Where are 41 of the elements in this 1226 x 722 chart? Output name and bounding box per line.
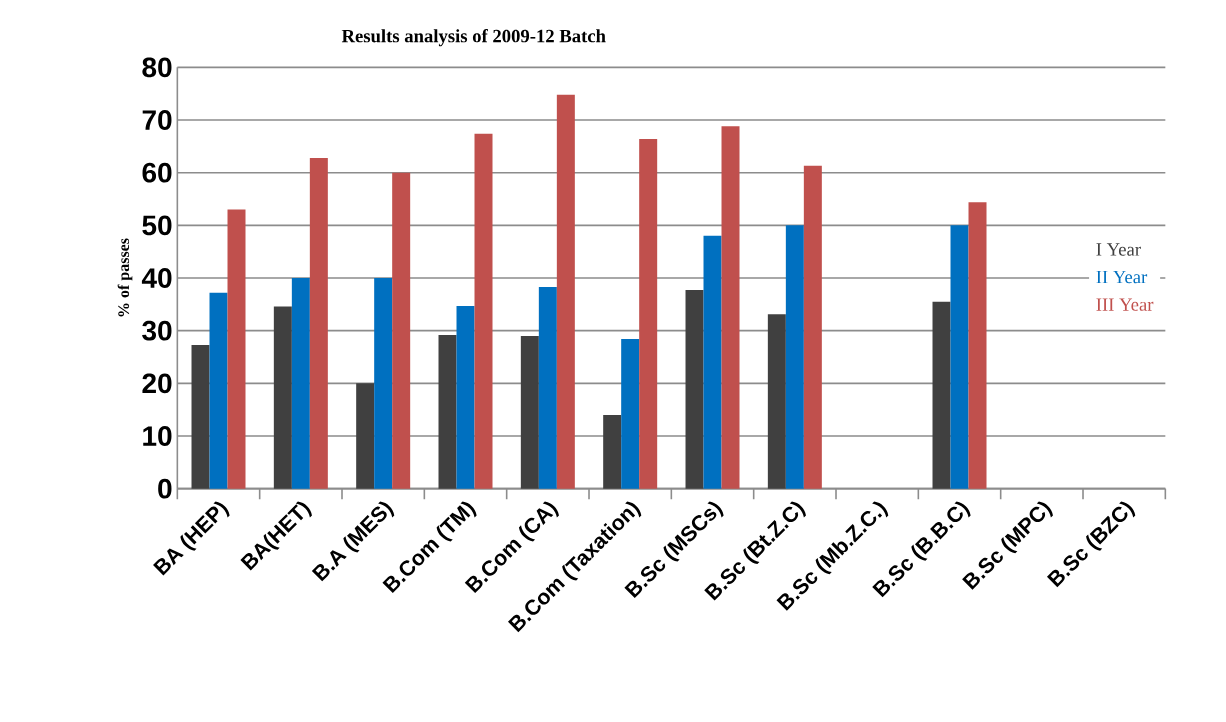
bar: [685, 290, 704, 489]
bar: [191, 344, 210, 489]
bar: [785, 225, 804, 489]
bar: [767, 314, 786, 489]
y-tick-label: 30: [142, 320, 172, 341]
bar: [639, 138, 658, 489]
bar: [703, 235, 722, 489]
y-axis-title: % of passes: [117, 238, 133, 317]
bar: [392, 172, 411, 489]
bar: [520, 335, 539, 489]
bar: [932, 301, 951, 489]
bar: [456, 305, 475, 489]
bar: [721, 126, 740, 489]
bar: [803, 165, 822, 489]
bar: [556, 94, 575, 489]
bar: [374, 278, 393, 489]
y-tick-label: 20: [142, 373, 172, 394]
bar: [209, 292, 228, 489]
bar: [538, 286, 557, 489]
y-tick-label: 80: [142, 57, 172, 78]
bar: [273, 306, 292, 489]
y-tick-label: 50: [142, 215, 172, 236]
bar: [621, 339, 640, 489]
text: III Year: [1096, 298, 1154, 311]
bar: [474, 133, 493, 489]
y-tick-label: 0: [158, 478, 172, 499]
bar: [227, 209, 246, 489]
y-tick-label: 40: [141, 268, 172, 288]
bar: [950, 225, 969, 489]
bar: [309, 157, 328, 489]
bar: [603, 414, 622, 489]
chart-title: Results analysis of 2009-12 Batch: [341, 29, 606, 47]
bar: [291, 278, 310, 489]
text: II Year: [1096, 270, 1148, 284]
bar: [968, 202, 987, 489]
bar: [438, 334, 457, 489]
y-tick-label: 10: [143, 426, 172, 446]
y-tick-label: 60: [142, 162, 172, 183]
y-tick-label: 70: [142, 110, 172, 130]
bar: [356, 383, 375, 489]
text: I Year: [1096, 243, 1141, 256]
